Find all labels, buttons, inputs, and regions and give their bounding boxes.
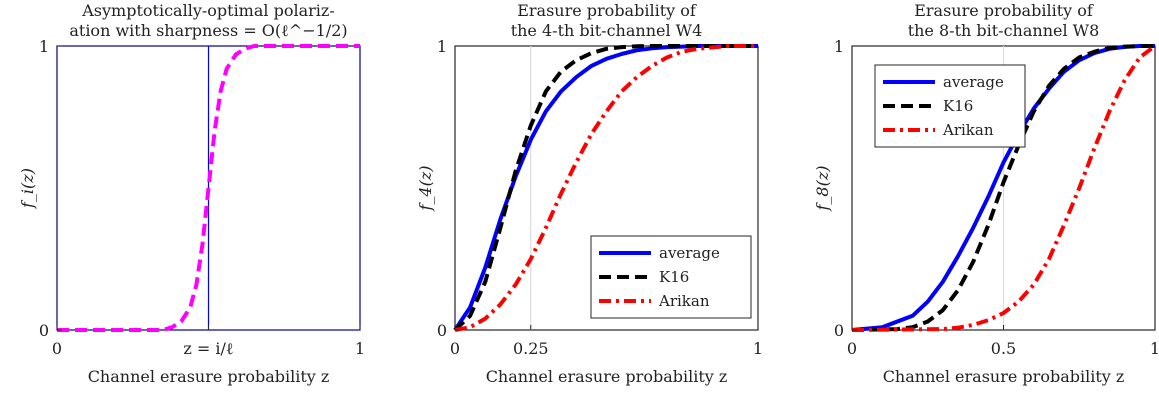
x-tick-label: 0 (52, 339, 62, 358)
x-tick-label: 1 (1150, 339, 1159, 358)
legend-label-arikan: Arikan (942, 121, 994, 139)
legend-label-average: average (659, 244, 720, 262)
y-axis-label: f_8(z) (813, 165, 832, 211)
x-axis-label: Channel erasure probability z (883, 367, 1125, 386)
legend: average K16 Arikan (590, 235, 752, 319)
y-axis-label: f_4(z) (416, 165, 435, 211)
chart-title-line-2: the 8-th bit-channel W8 (908, 21, 1100, 40)
legend-label-arikan: Arikan (658, 292, 710, 310)
chart-title-line-1: Erasure probability of (517, 1, 697, 20)
x-axis-label: Channel erasure probability z (486, 367, 728, 386)
x-tick-label: 0.5 (991, 339, 1016, 358)
legend-label-average: average (943, 73, 1004, 91)
series-line-average (453, 44, 758, 332)
y-tick-label: 0 (437, 321, 447, 340)
chart-title-line-1: Erasure probability of (914, 1, 1094, 20)
y-axis-label: f_i(z) (18, 168, 37, 209)
y-tick-label: 1 (437, 37, 447, 56)
x-axis-label: Channel erasure probability z (88, 367, 330, 386)
y-tick-label: 0 (39, 321, 49, 340)
chart-panel-polarization: 0 z = i/ℓ 1 0 1 Asymptotically-optimal polari… (18, 1, 365, 386)
y-tick-label: 1 (39, 37, 49, 56)
x-tick-label: z = i/ℓ (183, 339, 234, 358)
x-tick-label: 0 (450, 339, 460, 358)
series-line-k16 (453, 44, 758, 332)
series-line-0 (57, 44, 360, 332)
series-line-arikan (851, 44, 1157, 332)
x-tick-label: 0.25 (513, 339, 549, 358)
legend-label-k16: K16 (659, 268, 689, 286)
legend-label-k16: K16 (943, 97, 973, 115)
chart-title-line-2: the 4-th bit-channel W4 (511, 21, 703, 40)
x-tick-label: 0 (847, 339, 857, 358)
legend-box (874, 64, 1026, 148)
y-tick-label: 0 (834, 321, 844, 340)
x-tick-label: 1 (355, 339, 365, 358)
chart-title-line-1: Asymptotically-optimal polariz- (81, 1, 334, 20)
legend: average K16 Arikan (874, 64, 1026, 148)
x-tick-label: 1 (753, 339, 763, 358)
chart-title-line-2: ation with sharpness = O(ℓ^−1/2) (69, 21, 347, 40)
series-line-arikan (454, 44, 758, 332)
y-tick-label: 1 (834, 37, 844, 56)
